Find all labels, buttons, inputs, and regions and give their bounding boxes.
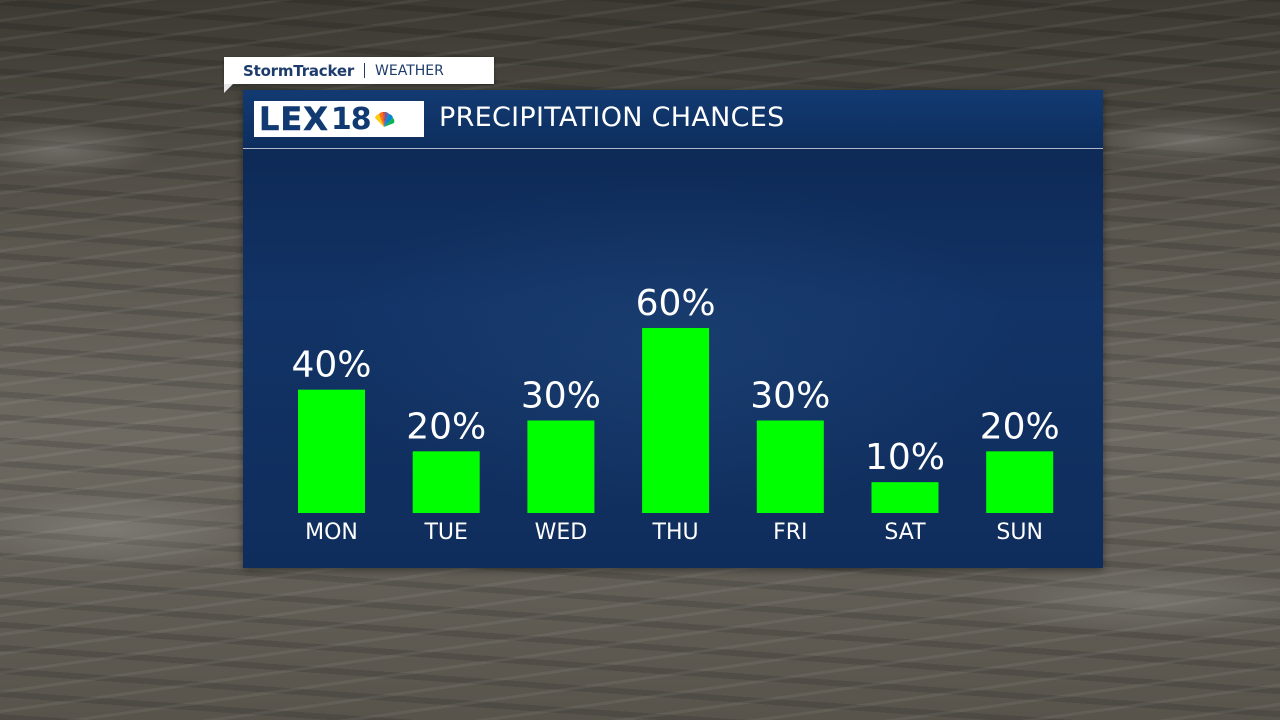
value-label-thu: 60%	[636, 283, 716, 324]
day-label-sat: SAT	[884, 520, 926, 545]
value-label-sun: 20%	[980, 406, 1060, 447]
day-label-sun: SUN	[996, 520, 1043, 545]
value-label-wed: 30%	[521, 376, 601, 417]
chart-title: PRECIPITATION CHANCES	[439, 102, 785, 133]
value-label-mon: 40%	[291, 345, 371, 386]
peacock-icon	[374, 111, 394, 127]
precipitation-bar-chart: 40% MON 20% TUE 30% WED 60% THU 30% FRI 10% SAT 20% S…	[291, 283, 1060, 545]
day-label-thu: THU	[652, 520, 699, 545]
day-label-fri: FRI	[773, 520, 807, 545]
bar-fri	[756, 420, 824, 513]
day-label-wed: WED	[535, 520, 588, 545]
tag-divider	[364, 63, 366, 78]
bar-thu	[642, 328, 710, 513]
bar-wed	[527, 420, 595, 513]
value-label-fri: 30%	[750, 376, 830, 417]
stormtracker-label: StormTracker	[243, 61, 355, 80]
tag-notch	[224, 84, 233, 93]
panel-header: LEX 18 PRECIPITATION CHANCES	[243, 90, 1103, 149]
stormtracker-weather-tag: StormTracker WEATHER	[224, 57, 494, 93]
value-label-sat: 10%	[865, 437, 945, 478]
day-label-mon: MON	[305, 520, 358, 545]
logo-text: LEX	[259, 100, 329, 139]
day-label-tue: TUE	[423, 520, 467, 545]
value-label-tue: 20%	[406, 406, 486, 447]
bar-mon	[298, 389, 365, 513]
lex18-logo: LEX 18	[254, 100, 424, 139]
logo-number: 18	[330, 101, 372, 137]
weather-label: WEATHER	[375, 62, 444, 79]
precipitation-panel: LEX 18 PRECIPITATION CHANCES 40% MON 20% TU…	[243, 90, 1103, 568]
bar-sat	[871, 482, 939, 513]
bar-tue	[412, 451, 480, 513]
bar-sun	[986, 451, 1054, 513]
